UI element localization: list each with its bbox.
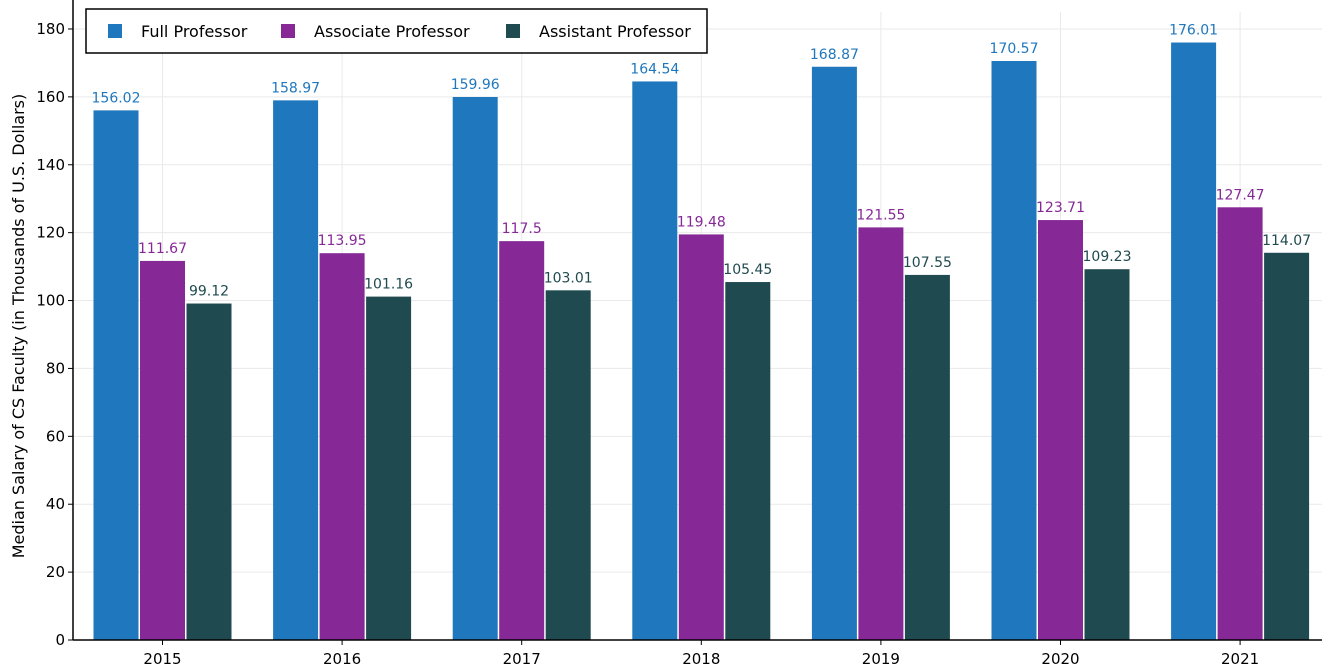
y-tick-label: 40 bbox=[46, 495, 65, 513]
y-tick-label: 100 bbox=[36, 292, 65, 310]
bar-associate-professor bbox=[858, 227, 904, 640]
x-tick-label: 2015 bbox=[143, 650, 181, 668]
data-label-associate-professor: 119.48 bbox=[677, 214, 726, 230]
data-label-associate-professor: 111.67 bbox=[138, 241, 187, 257]
y-tick-label: 0 bbox=[55, 631, 65, 649]
data-label-full-professor: 158.97 bbox=[271, 80, 320, 96]
bar-assistant-professor bbox=[366, 296, 412, 640]
data-label-assistant-professor: 114.07 bbox=[1262, 233, 1311, 249]
bar-full-professor bbox=[452, 97, 498, 640]
data-label-full-professor: 176.01 bbox=[1169, 23, 1218, 39]
y-tick-label: 80 bbox=[46, 359, 65, 377]
legend-label-full-professor: Full Professor bbox=[141, 22, 248, 41]
bar-full-professor bbox=[632, 81, 678, 640]
bar-assistant-professor bbox=[1084, 269, 1130, 640]
legend-label-assistant-professor: Assistant Professor bbox=[539, 22, 691, 41]
bar-associate-professor bbox=[1217, 207, 1263, 641]
legend-swatch-assistant-professor bbox=[506, 24, 520, 38]
data-label-full-professor: 164.54 bbox=[630, 61, 679, 77]
y-tick-label: 160 bbox=[36, 88, 65, 106]
legend-swatch-full-professor bbox=[108, 24, 122, 38]
bar-associate-professor bbox=[499, 241, 545, 640]
bar-assistant-professor bbox=[186, 303, 232, 640]
data-label-assistant-professor: 99.12 bbox=[189, 284, 229, 300]
bar-associate-professor bbox=[678, 234, 724, 641]
y-tick-label: 60 bbox=[46, 427, 65, 445]
x-tick-label: 2019 bbox=[862, 650, 900, 668]
y-tick-label: 20 bbox=[46, 563, 65, 581]
data-label-assistant-professor: 107.55 bbox=[903, 255, 952, 271]
bar-associate-professor bbox=[319, 253, 365, 640]
x-tick-label: 2016 bbox=[323, 650, 361, 668]
data-label-full-professor: 170.57 bbox=[990, 41, 1039, 57]
bar-assistant-professor bbox=[545, 290, 591, 640]
bar-full-professor bbox=[991, 60, 1037, 640]
bar-assistant-professor bbox=[904, 274, 950, 640]
data-label-assistant-professor: 103.01 bbox=[544, 270, 593, 286]
axes: 0 20 40 60 80 100 120 140 160 180 2015 2016 2017 2018… bbox=[36, 0, 1322, 668]
data-label-associate-professor: 117.5 bbox=[502, 221, 542, 237]
data-label-associate-professor: 121.55 bbox=[856, 207, 905, 223]
y-tick-label: 120 bbox=[36, 224, 65, 242]
data-label-associate-professor: 127.47 bbox=[1216, 187, 1265, 203]
x-tick-label: 2018 bbox=[682, 650, 720, 668]
y-tick-label: 180 bbox=[36, 20, 65, 38]
data-label-associate-professor: 113.95 bbox=[318, 233, 367, 249]
data-label-full-professor: 159.96 bbox=[451, 77, 500, 93]
bars: 156.02 111.67 99.12 158.97 113.95 101.16 159.9… bbox=[92, 23, 1311, 641]
bar-full-professor bbox=[273, 100, 319, 640]
bar-associate-professor bbox=[140, 260, 185, 640]
x-tick-label: 2017 bbox=[503, 650, 541, 668]
bar-assistant-professor bbox=[725, 282, 771, 640]
legend: Full Professor Associate Professor Assista… bbox=[85, 8, 708, 54]
x-tick-label: 2020 bbox=[1041, 650, 1079, 668]
legend-swatch-associate-professor bbox=[281, 24, 295, 38]
data-label-assistant-professor: 101.16 bbox=[364, 277, 413, 293]
bar-full-professor bbox=[93, 110, 139, 640]
bar-full-professor bbox=[811, 66, 857, 640]
x-tick-label: 2021 bbox=[1221, 650, 1259, 668]
data-label-assistant-professor: 105.45 bbox=[723, 262, 772, 278]
y-tick-label: 140 bbox=[36, 156, 65, 174]
data-label-full-professor: 156.02 bbox=[92, 90, 141, 106]
y-axis-title: Median Salary of CS Faculty (in Thousand… bbox=[9, 94, 28, 559]
legend-frame bbox=[85, 8, 708, 54]
bar-assistant-professor bbox=[1264, 252, 1310, 640]
data-label-associate-professor: 123.71 bbox=[1036, 200, 1085, 216]
bar-full-professor bbox=[1171, 42, 1217, 641]
bar-associate-professor bbox=[1038, 220, 1083, 641]
legend-label-associate-professor: Associate Professor bbox=[314, 22, 470, 41]
data-label-full-professor: 168.87 bbox=[810, 47, 859, 63]
data-label-assistant-professor: 109.23 bbox=[1083, 249, 1132, 265]
